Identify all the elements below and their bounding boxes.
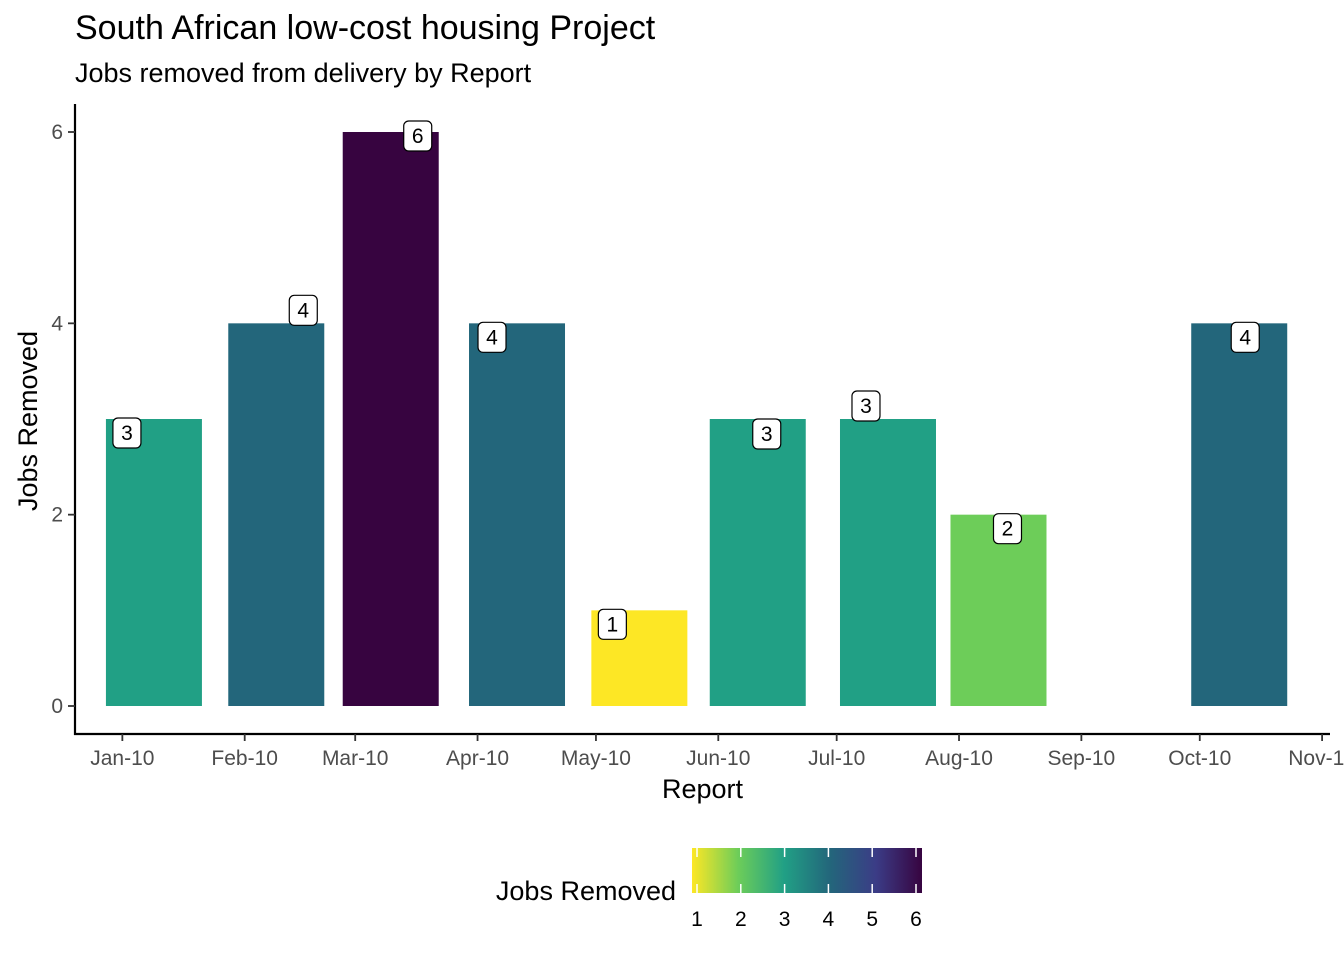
legend-tick-label-2: 2 (735, 908, 747, 931)
data-label-8: 2 (1002, 518, 1014, 541)
x-tick-label-7: Jul-10 (808, 747, 865, 770)
x-tick-label-11: Nov-10 (1288, 747, 1344, 770)
x-tick-label-8: Aug-10 (925, 747, 993, 770)
bars (105, 132, 1288, 706)
data-label-1: 3 (121, 422, 133, 445)
x-tick-label-6: Jun-10 (686, 747, 750, 770)
data-label-6: 3 (761, 423, 773, 446)
x-tick-label-5: May-10 (561, 747, 631, 770)
data-label-box-3 (403, 120, 433, 152)
chart-subtitle: Jobs removed from delivery by Report (75, 58, 532, 88)
y-tick-label-6: 6 (51, 121, 63, 144)
bar-6 (709, 419, 806, 706)
data-label-box-7 (851, 390, 881, 422)
x-tick-label-9: Sep-10 (1048, 747, 1116, 770)
data-label-box-8 (992, 513, 1023, 545)
axes: 0 2 4 6 Jan-10 Feb-10 Mar-10 Apr-10 May-10 Jun-10… (13, 104, 1344, 804)
y-tick-label-2: 2 (51, 504, 63, 527)
y-axis-title: Jobs Removed (13, 331, 43, 511)
x-tick-label-10: Oct-10 (1168, 747, 1231, 770)
data-label-5: 1 (607, 613, 619, 636)
data-labels: 3 4 6 4 1 3 3 2 4 (112, 120, 1260, 640)
data-label-box-2 (288, 294, 318, 326)
bar-2 (228, 323, 325, 706)
bar-3 (342, 132, 439, 706)
x-axis-title: Report (662, 774, 744, 804)
x-tick-label-4: Apr-10 (446, 747, 509, 770)
chart-title: South African low-cost housing Project (75, 9, 656, 47)
data-label-box-9 (1230, 321, 1260, 353)
data-label-7: 3 (860, 395, 872, 418)
data-label-box-6 (752, 418, 782, 450)
legend-tick-label-5: 5 (866, 908, 878, 931)
bar-8 (950, 514, 1047, 706)
legend-colorbar (692, 848, 922, 893)
y-tick-label-0: 0 (51, 695, 63, 718)
legend-tick-label-6: 6 (910, 908, 922, 931)
bar-4 (469, 323, 566, 706)
y-tick-label-4: 4 (51, 312, 63, 335)
legend-tick-label-3: 3 (779, 908, 791, 931)
bar-1 (105, 419, 202, 706)
data-label-box-1 (112, 417, 142, 449)
x-tick-label-2: Feb-10 (211, 747, 278, 770)
x-tick-label-3: Mar-10 (322, 747, 389, 770)
bar-7 (839, 419, 936, 706)
legend-tick-label-4: 4 (823, 908, 835, 931)
legend: Jobs Removed 1 2 3 4 5 6 (496, 848, 922, 931)
x-tick-label-1: Jan-10 (90, 747, 154, 770)
data-label-9: 4 (1239, 326, 1251, 349)
data-label-3: 6 (412, 125, 424, 148)
bar-9 (1191, 323, 1288, 706)
data-label-4: 4 (486, 326, 498, 349)
legend-title: Jobs Removed (496, 876, 676, 906)
data-label-box-4 (477, 321, 507, 353)
data-label-box-5 (597, 608, 627, 640)
legend-tick-label-1: 1 (691, 908, 703, 931)
data-label-2: 4 (297, 299, 309, 322)
